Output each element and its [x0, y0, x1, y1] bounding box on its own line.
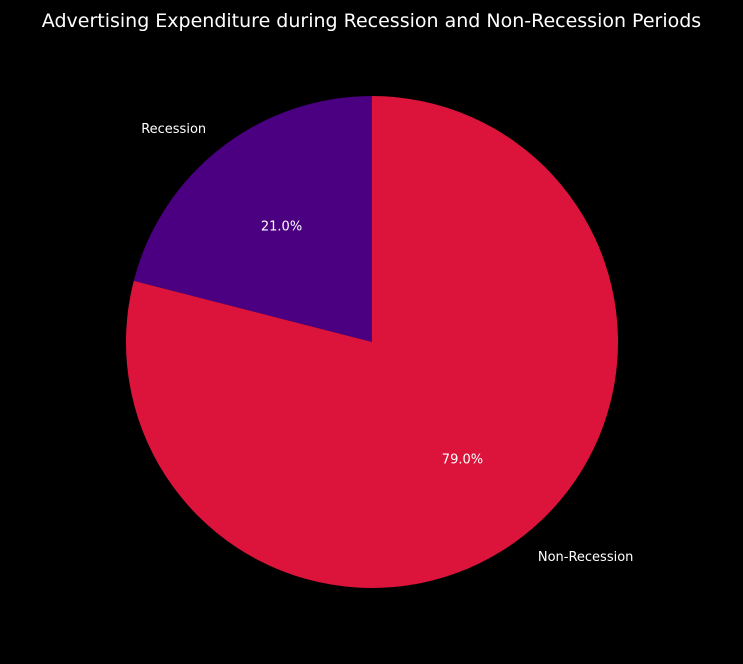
pie-slice-recession: [133, 96, 372, 342]
slice-label-recession: Recession: [141, 122, 206, 137]
pie-labels: Recession 21.0% Non-Recession 79.0%: [141, 122, 633, 565]
slice-percent-recession: 21.0%: [261, 219, 302, 234]
slice-label-non-recession: Non-Recession: [538, 550, 634, 565]
pie-slices: [126, 96, 619, 588]
pie-slice-non-recession: [126, 96, 619, 588]
slice-percent-non-recession: 79.0%: [442, 453, 483, 468]
chart-title: Advertising Expenditure during Recession…: [42, 10, 701, 32]
